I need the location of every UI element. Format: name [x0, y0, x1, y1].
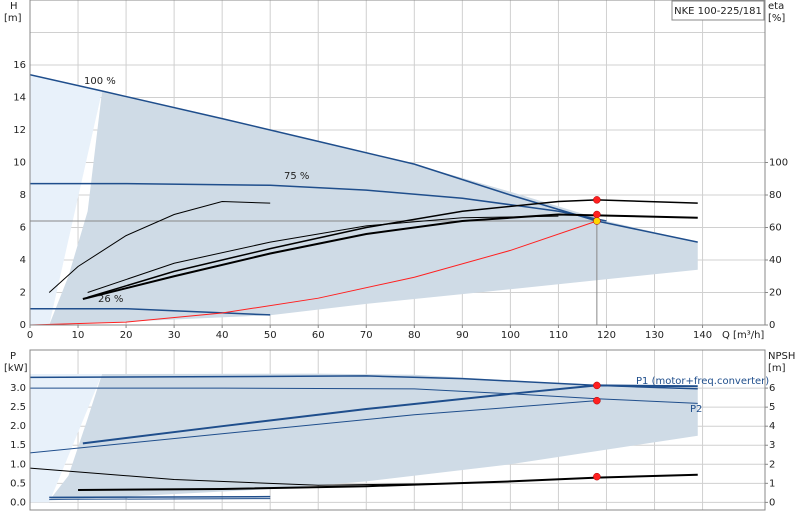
x-tick-label: 70 [360, 330, 373, 341]
annotation: 26 % [98, 294, 123, 305]
x-tick-label: 80 [408, 330, 421, 341]
y-tick-label: 2 [20, 288, 26, 299]
y2-tick-label: 1 [769, 478, 775, 489]
annotation: 75 % [284, 171, 309, 182]
x-tick-label: 100 [501, 330, 520, 341]
curve [30, 400, 597, 454]
y2-tick-label: 100 [769, 158, 788, 169]
y2-axis-label: eta [768, 1, 784, 12]
y2-tick-label: 5 [769, 402, 775, 413]
y-tick-label: 1.5 [10, 440, 26, 451]
plot-area [30, 350, 765, 510]
x-tick-label: 130 [645, 330, 664, 341]
x-tick-label: 140 [693, 330, 712, 341]
y-tick-label: 0.0 [10, 497, 26, 508]
y2-tick-label: 2 [769, 459, 775, 470]
y-tick-label: 2.5 [10, 402, 26, 413]
y2-tick-label: 3 [769, 440, 775, 451]
curve [82, 213, 698, 300]
curve [87, 199, 698, 299]
curve [30, 387, 698, 404]
curve [48, 200, 271, 293]
curve [30, 467, 597, 486]
curve [87, 215, 559, 293]
x-tick-label: 110 [549, 330, 568, 341]
curve [82, 384, 698, 445]
y-tick-label: 4 [20, 255, 26, 266]
chart-layer: 0 10 20 30 40 50 60 70 80 90 100 110 120 130 140024681… [4, 0, 795, 511]
y2-tick-label: 20 [769, 288, 782, 299]
chart-title: NKE 100-225/181 [674, 6, 762, 17]
y-axis-label: P [10, 351, 16, 362]
curve-label: P2 [690, 404, 702, 415]
x-tick-label: 120 [597, 330, 616, 341]
plot-frame [29, 349, 766, 511]
y-tick-label: 6 [20, 223, 26, 234]
y-tick-label: 0 [20, 320, 26, 331]
x-axis-label: Q [m³/h] [722, 330, 764, 341]
y-tick-label: 12 [13, 125, 26, 136]
y-axis-label: H [10, 1, 18, 12]
y2-tick-label: 0 [769, 320, 775, 331]
y-tick-label: 10 [13, 158, 26, 169]
y2-tick-label: 0 [769, 497, 775, 508]
duty-point [593, 381, 601, 390]
x-tick-label: 20 [120, 330, 133, 341]
x-tick-label: 60 [312, 330, 325, 341]
curve [30, 182, 607, 222]
annotation: 100 % [84, 76, 116, 87]
x-tick-label: 0 [27, 330, 33, 341]
x-tick-label: 50 [264, 330, 277, 341]
duty-point [593, 196, 601, 204]
x-tick-label: 40 [216, 330, 229, 341]
y-tick-label: 16 [13, 60, 26, 71]
y-tick-label: 3.0 [10, 383, 26, 394]
operating-range [30, 374, 103, 503]
operating-range [30, 74, 103, 325]
x-tick-label: 30 [168, 330, 181, 341]
duty-point [593, 396, 601, 405]
y-tick-label: 0.5 [10, 478, 26, 489]
y2-tick-label: 6 [769, 383, 775, 394]
duty-point [593, 217, 601, 225]
duty-point [593, 472, 601, 481]
y-tick-label: 8 [20, 190, 26, 201]
duty-point [593, 210, 601, 219]
y2-tick-label: 4 [769, 421, 775, 432]
y-tick-label: 1.0 [10, 459, 26, 470]
y2-axis-label: NPSH [768, 351, 795, 362]
y2-axis-unit: [m] [768, 363, 786, 374]
curve [49, 498, 271, 500]
y2-tick-label: 80 [769, 190, 782, 201]
curve [49, 495, 271, 499]
y2-tick-label: 60 [769, 223, 782, 234]
y2-tick-label: 40 [769, 255, 782, 266]
y-tick-label: 2.0 [10, 421, 26, 432]
curve [30, 220, 598, 325]
y2-axis-unit: [%] [768, 13, 785, 24]
y-tick-label: 14 [13, 93, 26, 104]
curve-label: P1 (motor+freq.converter) [636, 376, 769, 387]
x-tick-label: 90 [456, 330, 469, 341]
plot-area [30, 0, 765, 325]
x-tick-label: 10 [72, 330, 85, 341]
y-axis-unit: [m] [4, 13, 22, 24]
title-box [671, 0, 765, 21]
y-axis-unit: [kW] [4, 363, 28, 374]
